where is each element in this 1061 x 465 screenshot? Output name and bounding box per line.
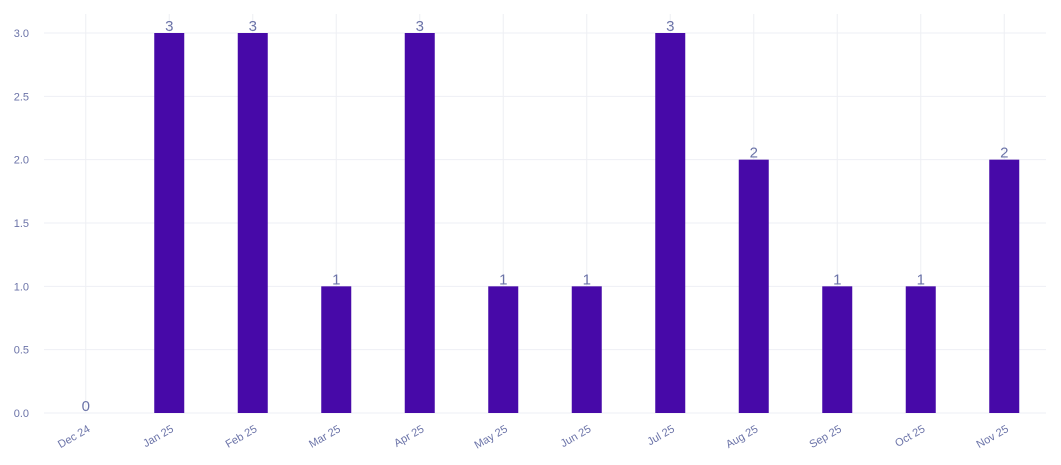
x-axis: Dec 24 Jan 25 Feb 25 Mar 25 Apr 25 May 25 Jun …: [56, 423, 1011, 451]
bar-data-label: 3: [165, 18, 173, 35]
bar-data-label: 1: [499, 271, 507, 288]
bar: [822, 286, 853, 413]
x-tick-label: Mar 25: [307, 423, 343, 451]
bar-data-label: 1: [917, 271, 925, 288]
y-axis: 0.0 0.5 1.0 1.5 2.0 2.5 3.0: [14, 28, 29, 420]
bar: [655, 33, 686, 413]
bar: [154, 33, 185, 413]
y-tick-label: 0.5: [14, 345, 29, 357]
bar: [488, 286, 519, 413]
bar-data-label: 3: [416, 18, 424, 35]
bar-data-label: 3: [666, 18, 674, 35]
bar: [738, 159, 769, 413]
x-tick-label: Jan 25: [141, 423, 176, 450]
x-tick-label: Aug 25: [724, 423, 760, 451]
bars: [154, 33, 1020, 413]
y-tick-label: 2.0: [14, 155, 29, 167]
x-tick-label: Nov 25: [975, 423, 1011, 451]
bar: [321, 286, 352, 413]
x-tick-label: Apr 25: [392, 423, 426, 450]
x-tick-label: Jul 25: [645, 423, 676, 448]
x-tick-label: Sep 25: [808, 423, 844, 451]
y-tick-label: 1.5: [14, 218, 29, 230]
bar: [989, 159, 1020, 413]
x-tick-label: Feb 25: [224, 423, 260, 451]
bar-data-label: 2: [1000, 145, 1008, 162]
x-tick-label: Jun 25: [559, 423, 594, 450]
x-tick-label: Dec 24: [56, 423, 92, 451]
x-tick-label: May 25: [473, 423, 510, 451]
bar: [571, 286, 602, 413]
bar: [237, 33, 268, 413]
x-tick-label: Oct 25: [893, 423, 927, 450]
bar-data-label: 3: [249, 18, 257, 35]
y-tick-label: 3.0: [14, 28, 29, 40]
bar-data-label: 1: [583, 271, 591, 288]
bar-data-label: 1: [332, 271, 340, 288]
y-tick-label: 0.0: [14, 408, 29, 420]
y-tick-label: 2.5: [14, 91, 29, 103]
data-labels: 0 3 3 1 3 1 1 3 2 1 1 2: [82, 18, 1009, 415]
bar: [905, 286, 936, 413]
bar-data-label: 1: [833, 271, 841, 288]
bar: [404, 33, 435, 413]
bar-data-label: 2: [750, 145, 758, 162]
grid: [44, 14, 1046, 414]
y-tick-label: 1.0: [14, 281, 29, 293]
bar-data-label: 0: [82, 398, 90, 415]
